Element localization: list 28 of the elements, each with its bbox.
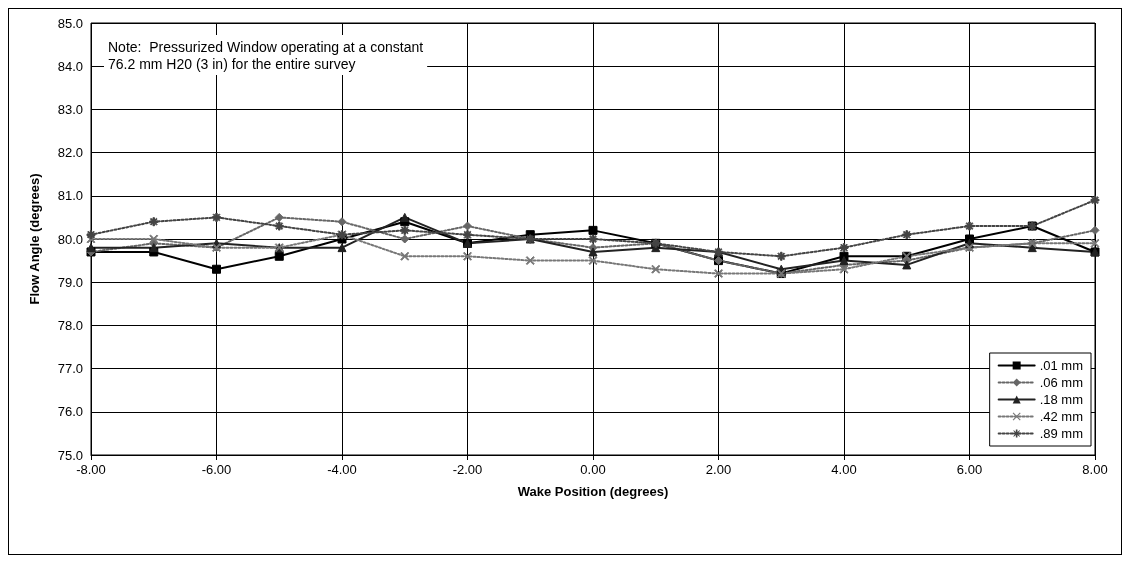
x-tick-label: -2.00 xyxy=(452,462,483,477)
y-tick-label: 84.0 xyxy=(57,58,83,74)
x-axis-title: Wake Position (degrees) xyxy=(517,484,669,499)
x-tick-label: -4.00 xyxy=(327,462,357,477)
y-tick-label: 77.0 xyxy=(57,361,83,377)
legend-label: .18 mm xyxy=(1039,392,1083,407)
annotation: Note: Pressurized Window operating at a constant 76.2 mm H20 (3 in) for the entire survey xyxy=(108,38,424,72)
legend-label: .42 mm xyxy=(1039,409,1083,424)
y-tick-label: 79.0 xyxy=(57,274,83,290)
y-tick-label: 75.0 xyxy=(57,447,83,463)
legend-label: .06 mm xyxy=(1039,375,1083,390)
y-tick-label: 82.0 xyxy=(57,145,83,161)
y-axis-title: Flow Angle (degrees) xyxy=(27,173,42,305)
x-tick-label: 4.00 xyxy=(831,462,857,477)
y-tick-label: 81.0 xyxy=(57,188,83,204)
legend-label: .01 mm xyxy=(1039,358,1083,373)
x-tick-label: 2.00 xyxy=(705,462,732,477)
y-tick-label: 76.0 xyxy=(57,404,83,420)
y-tick-label: 80.0 xyxy=(57,231,83,247)
x-tick-label: 8.00 xyxy=(1082,462,1108,477)
x-tick-label: 0.00 xyxy=(580,462,606,477)
y-tick-label: 83.0 xyxy=(57,101,83,117)
x-tick-label: -8.00 xyxy=(76,462,106,477)
legend-label: .89 mm xyxy=(1039,426,1083,441)
x-tick-label: -6.00 xyxy=(201,462,232,477)
x-tick-label: 6.00 xyxy=(956,462,983,477)
y-tick-label: 85.0 xyxy=(57,15,83,31)
y-tick-label: 78.0 xyxy=(57,317,83,333)
